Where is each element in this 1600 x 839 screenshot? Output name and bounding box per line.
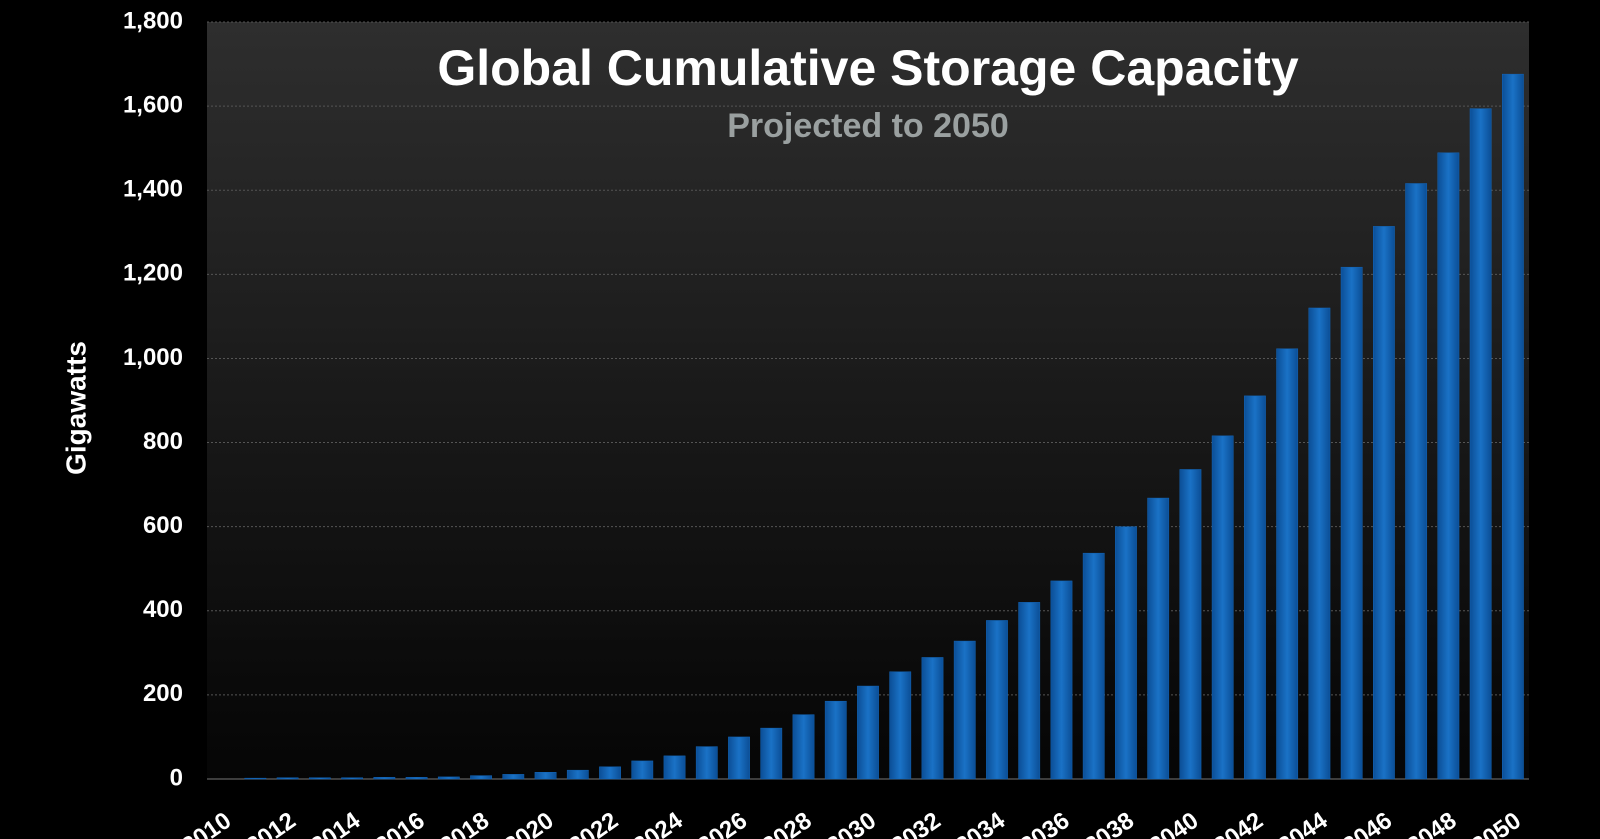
y-tick-label: 200 [143, 680, 183, 707]
x-tick-label: 2026 [693, 807, 752, 839]
y-tick-label: 400 [143, 596, 183, 623]
bar [1244, 395, 1266, 780]
bar [986, 620, 1008, 780]
bar [631, 760, 654, 780]
bar [1373, 226, 1395, 780]
bar [502, 774, 525, 780]
bar [1018, 602, 1041, 780]
bar [889, 671, 912, 780]
bar [341, 777, 363, 780]
bar [695, 746, 718, 780]
bar [534, 772, 557, 780]
y-tick-label: 800 [143, 428, 183, 455]
y-tick-label: 1,400 [123, 176, 183, 203]
chart-title: Global Cumulative Storage Capacity [437, 40, 1299, 96]
y-tick-label: 1,800 [123, 7, 183, 34]
bar [857, 685, 879, 780]
bar [1469, 108, 1492, 780]
bar [437, 776, 460, 780]
x-tick-label: 2024 [628, 807, 688, 839]
y-tick-label: 1,000 [123, 344, 183, 371]
bar [599, 766, 621, 780]
x-tick-label: 2018 [435, 807, 494, 839]
bar [566, 769, 589, 780]
bar [663, 755, 686, 780]
bar [824, 700, 847, 780]
x-tick-label: 2022 [564, 807, 623, 839]
bar [1308, 307, 1331, 780]
bar [1276, 348, 1299, 780]
bar [1501, 73, 1524, 780]
bar [276, 777, 299, 780]
bar [1179, 469, 1202, 780]
x-tick-label: 2012 [241, 807, 300, 839]
x-tick-label: 2010 [177, 807, 236, 839]
y-tick-label: 600 [143, 512, 183, 539]
bar [373, 777, 396, 780]
bar [1082, 552, 1105, 780]
bar [1050, 580, 1073, 780]
bar [470, 775, 492, 780]
x-tick-label: 2050 [1467, 807, 1526, 839]
bar [921, 657, 944, 780]
bar [405, 777, 428, 780]
bar [760, 727, 783, 780]
chart-subtitle: Projected to 2050 [727, 107, 1009, 145]
bar [308, 777, 331, 780]
y-tick-label: 0 [170, 764, 183, 791]
x-tick-label: 2044 [1273, 807, 1333, 839]
x-tick-label: 2040 [1144, 807, 1203, 839]
bar [1340, 266, 1363, 780]
x-tick-label: 2032 [886, 807, 945, 839]
x-tick-label: 2014 [306, 807, 366, 839]
x-tick-label: 2046 [1338, 807, 1397, 839]
y-axis-label: Gigawatts [60, 341, 91, 475]
x-tick-label: 2048 [1402, 807, 1461, 839]
bar [1147, 497, 1170, 780]
bar [1115, 526, 1137, 780]
y-tick-label: 1,200 [123, 260, 183, 287]
x-tick-label: 2028 [757, 807, 816, 839]
x-tick-label: 2036 [1015, 807, 1074, 839]
y-tick-label: 1,600 [123, 91, 183, 118]
bar [1437, 152, 1460, 780]
bar [1405, 183, 1428, 780]
x-tick-label: 2038 [1080, 807, 1139, 839]
bar [792, 714, 815, 780]
x-tick-label: 2016 [370, 807, 429, 839]
x-tick-label: 2034 [951, 807, 1011, 839]
bar [953, 640, 976, 780]
x-tick-label: 2030 [822, 807, 881, 839]
bar [244, 777, 267, 780]
bar [728, 736, 750, 780]
x-tick-label: 2042 [1209, 807, 1268, 839]
x-tick-label: 2020 [499, 807, 558, 839]
bar [1211, 435, 1234, 780]
